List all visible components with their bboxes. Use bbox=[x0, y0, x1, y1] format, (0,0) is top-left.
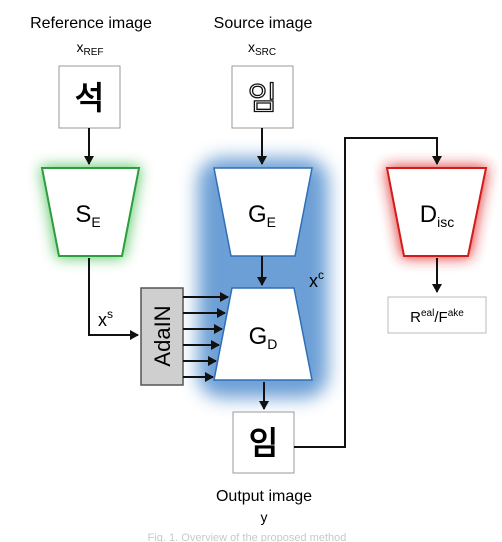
discriminator-label: Disc bbox=[420, 201, 454, 230]
reference-image-title: Reference image bbox=[30, 15, 152, 32]
generator-encoder bbox=[213, 167, 313, 257]
real-fake-label: Real/Fake bbox=[410, 308, 464, 326]
arrow-se-to-adain bbox=[88, 258, 139, 340]
adain-block bbox=[140, 287, 184, 386]
adain-label: AdaIN bbox=[150, 305, 175, 366]
discriminator bbox=[385, 167, 488, 257]
arrow-output-to-disc bbox=[294, 137, 442, 448]
style-encoder bbox=[40, 167, 141, 257]
content-code-label: xc bbox=[309, 268, 324, 291]
real-fake-box bbox=[387, 296, 487, 334]
generator-decoder bbox=[213, 287, 313, 381]
style-encoder-label: SE bbox=[75, 201, 100, 230]
adain-to-gd-arrows bbox=[183, 292, 229, 382]
figure-caption: Fig. 1. Overview of the proposed method bbox=[148, 532, 347, 542]
reference-image-var: xREF bbox=[77, 39, 104, 58]
output-image-box bbox=[232, 411, 295, 474]
source-image-title: Source image bbox=[214, 15, 313, 32]
source-image-glyph: 임 bbox=[248, 79, 277, 117]
generator-encoder-label: GE bbox=[248, 201, 276, 230]
reference-image-box bbox=[58, 65, 121, 129]
style-code-label: xs bbox=[98, 307, 113, 330]
output-image-title: Output image bbox=[216, 488, 312, 505]
source-image-var: xSRC bbox=[248, 39, 276, 58]
output-image-glyph: 임 bbox=[249, 424, 278, 462]
generator-decoder-label: GD bbox=[249, 323, 278, 352]
reference-image-glyph: 석 bbox=[75, 79, 104, 117]
output-image-var: y bbox=[261, 509, 268, 525]
